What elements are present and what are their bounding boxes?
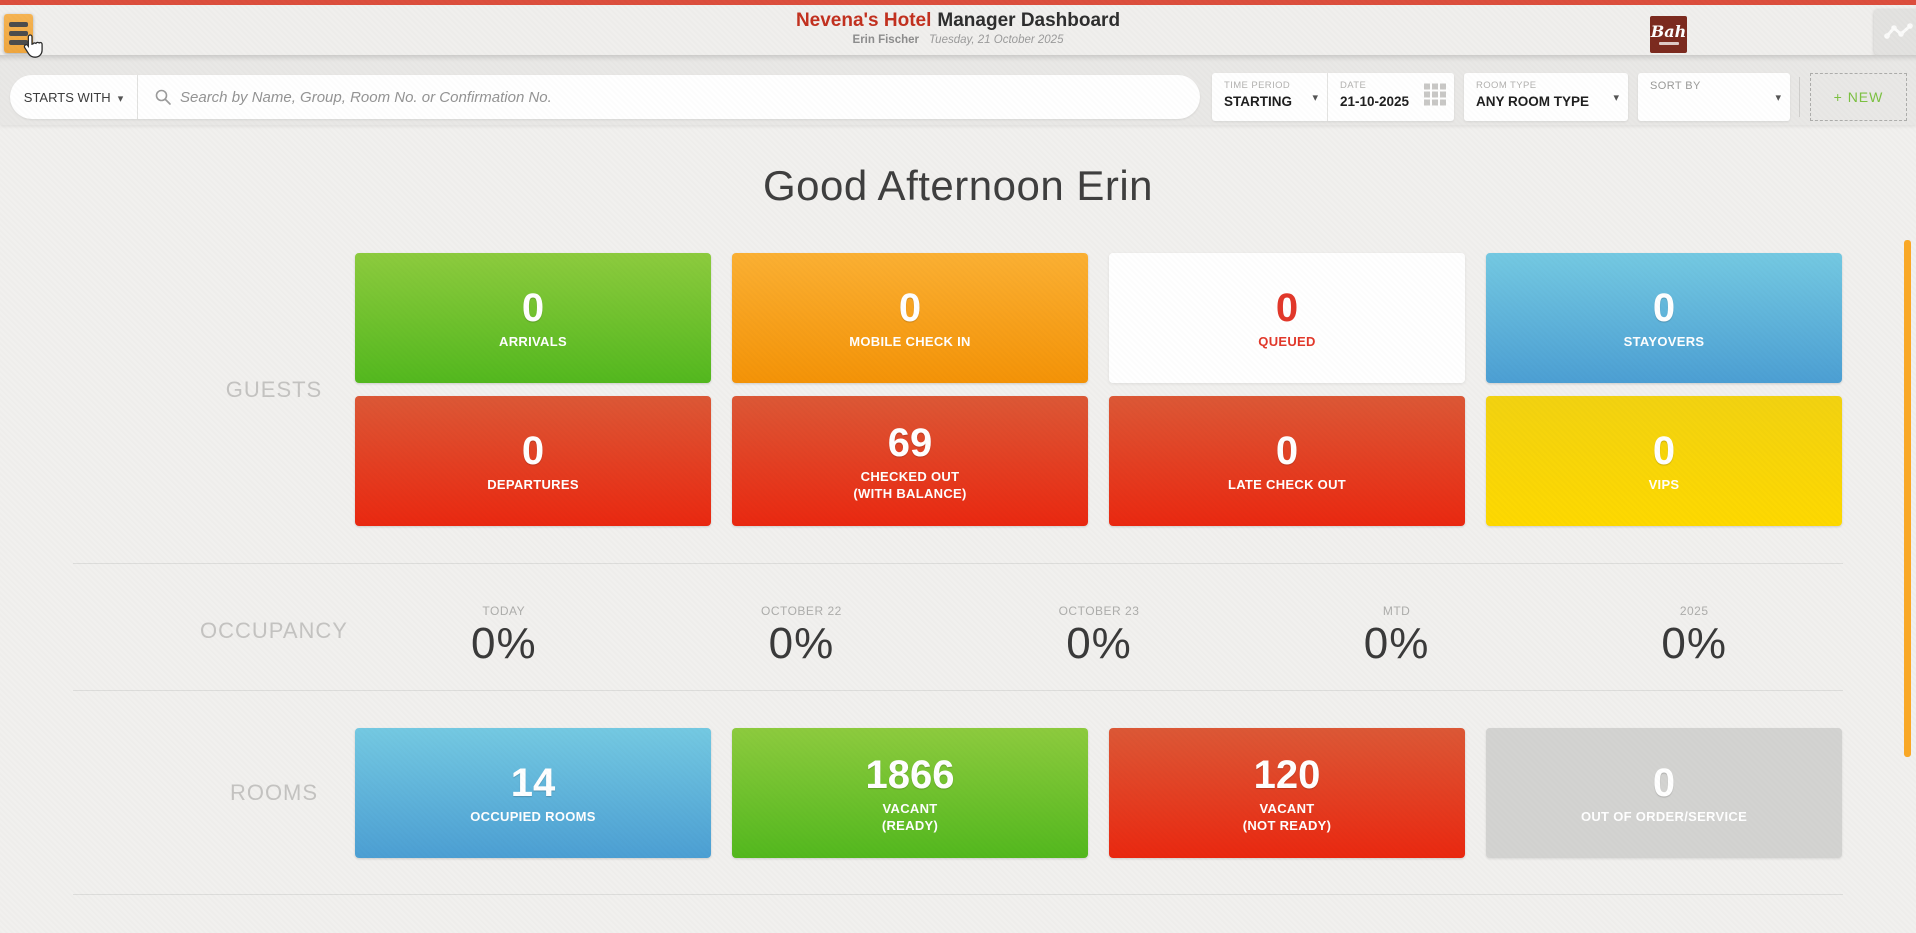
dashboard-content: Good Afternoon Erin GUESTS 0 ARRIVALS 0 … [73, 125, 1843, 895]
chevron-down-icon [1613, 88, 1619, 106]
user-name: Erin Fischer [852, 34, 919, 46]
current-date-text: Tuesday, 21 October 2025 [929, 34, 1064, 46]
card-queued[interactable]: 0 QUEUED [1109, 253, 1465, 383]
top-accent-bar [0, 0, 1916, 5]
bottom-divider [73, 894, 1843, 895]
time-period-dropdown[interactable]: TIME PERIOD STARTING [1212, 73, 1328, 121]
card-late-check-out[interactable]: 0 LATE CHECK OUT [1109, 396, 1465, 526]
vertical-scrollbar-thumb[interactable] [1904, 240, 1911, 757]
guests-section-label: GUESTS [225, 376, 323, 402]
card-checked-out-with-balance[interactable]: 69 CHECKED OUT (WITH BALANCE) [732, 396, 1088, 526]
chevron-down-icon [1775, 88, 1781, 106]
card-mobile-check-in[interactable]: 0 MOBILE CHECK IN [732, 253, 1088, 383]
occupancy-stat-2025: 2025 0% [1661, 604, 1727, 668]
filter-bar: STARTS WITH TIME PERIOD STARTING DATE 21… [0, 55, 1916, 125]
card-vacant-not-ready[interactable]: 120 VACANT (NOT READY) [1109, 728, 1465, 858]
room-type-dropdown[interactable]: ROOM TYPE ANY ROOM TYPE [1464, 73, 1628, 121]
card-arrivals[interactable]: 0 ARRIVALS [355, 253, 711, 383]
line-chart-icon [1884, 23, 1913, 39]
rooms-section: ROOMS 14 OCCUPIED ROOMS 1866 VACANT (REA… [73, 728, 1843, 858]
sort-by-label: SORT BY [1650, 80, 1701, 92]
rooms-section-label: ROOMS [229, 780, 319, 805]
occupancy-stat-mtd: MTD 0% [1363, 604, 1430, 668]
dashboard-title: Manager Dashboard [937, 10, 1121, 31]
card-vips[interactable]: 0 VIPS [1486, 396, 1842, 526]
time-period-value: STARTING [1224, 94, 1292, 109]
occupancy-stat-october-22: OCTOBER 22 0% [760, 604, 842, 668]
occupancy-stat-october-23: OCTOBER 23 0% [1058, 604, 1140, 668]
app-header: Nevena's Hotel Manager Dashboard Erin Fis… [0, 5, 1916, 55]
chevron-down-icon [1312, 88, 1318, 106]
page-title: Nevena's Hotel Manager Dashboard Erin Fis… [796, 9, 1120, 48]
time-period-label: TIME PERIOD [1224, 80, 1291, 91]
card-vacant-ready[interactable]: 1866 VACANT (READY) [732, 728, 1088, 858]
stats-chart-button[interactable] [1874, 9, 1916, 55]
date-value: 21-10-2025 [1340, 94, 1410, 109]
calendar-grid-icon [1424, 83, 1446, 111]
card-out-of-order-service[interactable]: 0 OUT OF ORDER/SERVICE [1486, 728, 1842, 858]
occupancy-section: OCCUPANCY TODAY 0% OCTOBER 22 0% OCTOBER… [73, 563, 1843, 691]
card-departures[interactable]: 0 DEPARTURES [355, 396, 711, 526]
new-reservation-button[interactable]: + NEW [1810, 73, 1907, 121]
room-type-value: ANY ROOM TYPE [1476, 94, 1590, 109]
search-input[interactable] [180, 88, 1184, 106]
match-mode-dropdown[interactable]: STARTS WITH [10, 75, 138, 119]
date-label: DATE [1340, 80, 1367, 91]
hotel-name: Nevena's Hotel [795, 10, 932, 31]
hamburger-icon [9, 22, 28, 27]
search-bar: STARTS WITH [10, 75, 1200, 119]
guests-section: GUESTS 0 ARRIVALS 0 MOBILE CHECK IN 0 QU… [73, 253, 1843, 526]
card-occupied-rooms[interactable]: 14 OCCUPIED ROOMS [355, 728, 711, 858]
match-mode-label: STARTS WITH [23, 89, 111, 105]
chevron-down-icon [118, 90, 124, 105]
search-icon [155, 89, 171, 105]
brand-logo: Bah [1650, 16, 1687, 53]
mouse-cursor [21, 33, 43, 64]
brand-logo-subtext [1658, 42, 1679, 45]
occupancy-section-label: OCCUPANCY [200, 618, 348, 643]
card-stayovers[interactable]: 0 STAYOVERS [1486, 253, 1842, 383]
date-picker[interactable]: DATE 21-10-2025 [1328, 73, 1454, 121]
sort-by-dropdown[interactable]: SORT BY [1638, 73, 1790, 121]
greeting-heading: Good Afternoon Erin [762, 162, 1154, 209]
occupancy-stat-today: TODAY 0% [471, 604, 537, 668]
filter-divider [1799, 77, 1800, 117]
brand-logo-text: Bah [1650, 22, 1687, 41]
room-type-label: ROOM TYPE [1476, 80, 1537, 91]
